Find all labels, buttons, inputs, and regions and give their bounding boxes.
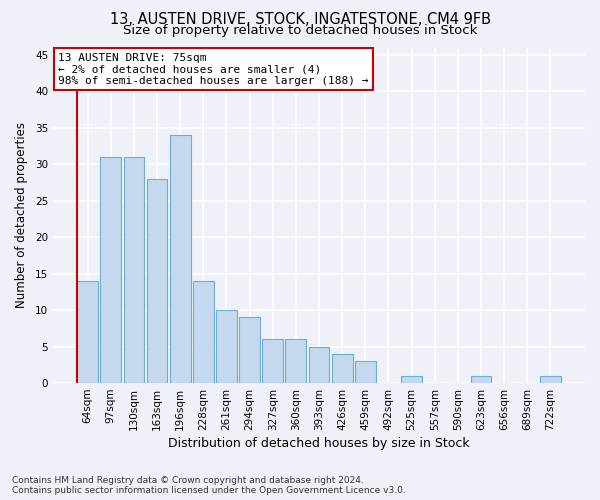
Bar	[286, 340, 307, 383]
Bar	[77, 281, 98, 383]
Bar	[193, 281, 214, 383]
Y-axis label: Number of detached properties: Number of detached properties	[15, 122, 28, 308]
Bar	[146, 179, 167, 383]
Bar	[124, 157, 145, 383]
Bar	[239, 318, 260, 383]
Bar	[170, 135, 191, 383]
Text: 13 AUSTEN DRIVE: 75sqm
← 2% of detached houses are smaller (4)
98% of semi-detac: 13 AUSTEN DRIVE: 75sqm ← 2% of detached …	[58, 52, 369, 86]
Bar	[100, 157, 121, 383]
Bar	[216, 310, 237, 383]
X-axis label: Distribution of detached houses by size in Stock: Distribution of detached houses by size …	[168, 437, 470, 450]
Text: Size of property relative to detached houses in Stock: Size of property relative to detached ho…	[123, 24, 477, 37]
Bar	[332, 354, 353, 383]
Bar	[355, 361, 376, 383]
Bar	[401, 376, 422, 383]
Text: Contains HM Land Registry data © Crown copyright and database right 2024.
Contai: Contains HM Land Registry data © Crown c…	[12, 476, 406, 495]
Bar	[262, 340, 283, 383]
Bar	[308, 346, 329, 383]
Bar	[470, 376, 491, 383]
Text: 13, AUSTEN DRIVE, STOCK, INGATESTONE, CM4 9FB: 13, AUSTEN DRIVE, STOCK, INGATESTONE, CM…	[110, 12, 491, 28]
Bar	[540, 376, 561, 383]
